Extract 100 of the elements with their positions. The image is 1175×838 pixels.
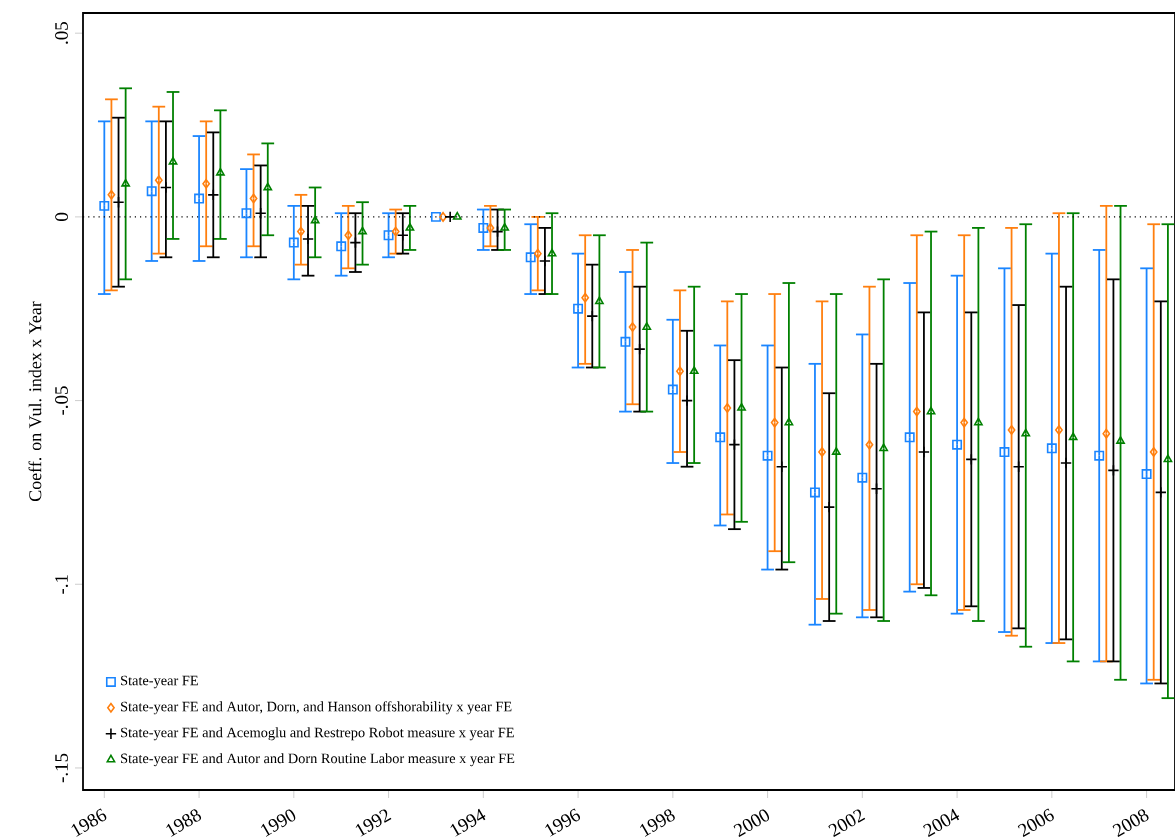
point	[1007, 424, 1016, 435]
point	[818, 447, 826, 457]
point	[1141, 469, 1152, 480]
point	[500, 222, 510, 231]
point	[879, 443, 889, 452]
point	[904, 432, 915, 443]
x-tick-label: 2002	[828, 809, 866, 838]
point	[642, 322, 652, 330]
point	[491, 225, 504, 238]
point	[215, 167, 225, 176]
x-tick-label: 1986	[71, 808, 107, 837]
x-tick-label: 1988	[166, 809, 202, 837]
point	[288, 237, 299, 248]
point	[1102, 428, 1111, 439]
point	[723, 402, 732, 413]
point	[112, 196, 125, 209]
point	[633, 343, 646, 356]
point	[344, 230, 353, 241]
point	[444, 210, 457, 223]
point	[547, 248, 557, 257]
point	[573, 303, 584, 314]
y-tick-label: -.1	[55, 575, 68, 594]
y-tick-label: -.15	[55, 753, 68, 783]
point	[917, 446, 930, 458]
point	[478, 222, 489, 233]
point	[202, 178, 211, 189]
point	[391, 226, 400, 237]
point	[1021, 428, 1031, 437]
point	[620, 336, 631, 347]
y-tick-label: .05	[55, 22, 68, 44]
x-tick-label: 2000	[733, 809, 770, 838]
point	[1107, 464, 1120, 477]
x-tick-label: 2004	[923, 808, 960, 838]
point	[452, 211, 462, 220]
point	[194, 193, 205, 204]
point	[249, 193, 258, 204]
point	[533, 248, 542, 259]
point	[1163, 454, 1173, 463]
point	[689, 366, 699, 375]
point	[154, 175, 163, 186]
x-tick-label: 2008	[1112, 809, 1149, 838]
point	[1149, 447, 1158, 457]
y-axis-title: Coeff. on Vul. index x Year	[28, 301, 42, 501]
point	[809, 487, 820, 498]
point	[241, 208, 252, 219]
point	[396, 229, 409, 242]
point	[168, 156, 178, 165]
point	[1154, 486, 1167, 499]
legend-label: State-year FE	[121, 675, 198, 689]
point	[430, 211, 441, 222]
point	[770, 417, 779, 428]
x-tick-label: 1994	[450, 808, 486, 837]
point	[1055, 424, 1063, 435]
point	[405, 222, 415, 231]
point	[857, 472, 868, 483]
point	[594, 296, 604, 305]
point	[586, 310, 599, 323]
point	[296, 226, 305, 237]
legend-label: State-year FE and Autor and Dorn Routine Labor measure x year FE	[121, 753, 515, 767]
point	[1116, 436, 1125, 444]
point	[207, 188, 220, 201]
point	[1060, 457, 1073, 470]
point	[737, 402, 746, 411]
point	[1094, 450, 1105, 461]
x-tick-label: 1990	[261, 809, 296, 837]
point	[310, 215, 320, 224]
point	[107, 189, 116, 200]
x-tick-label: 1998	[640, 809, 675, 837]
point	[870, 482, 883, 495]
point	[831, 447, 841, 455]
point	[358, 226, 367, 235]
point	[676, 366, 684, 377]
point	[999, 447, 1010, 457]
point	[728, 438, 741, 451]
x-tick-label: 2006	[1017, 808, 1054, 838]
point	[336, 241, 347, 252]
point	[383, 230, 394, 241]
point	[762, 450, 773, 461]
legend-label: State-year FE and Acemoglu and Restrepo Robot measure x year FE	[121, 727, 514, 741]
point	[784, 417, 794, 426]
legend-label: State-year FE and Autor, Dorn, and Hanson offshorability x year FE	[121, 701, 512, 715]
point	[912, 406, 921, 417]
point	[302, 232, 315, 245]
point	[121, 178, 131, 187]
point	[823, 501, 836, 514]
y-tick-label: 0	[55, 212, 68, 221]
y-tick-label: -.05	[55, 386, 68, 415]
point	[486, 222, 495, 233]
point	[525, 252, 536, 263]
point	[965, 453, 978, 466]
x-tick-label: 1992	[355, 809, 392, 837]
point	[681, 394, 694, 407]
point	[1046, 443, 1057, 454]
point	[865, 439, 874, 450]
point	[926, 406, 936, 415]
point	[952, 439, 963, 450]
x-tick-label: 1996	[545, 808, 581, 837]
point	[581, 292, 590, 303]
point	[628, 322, 637, 333]
point	[439, 211, 447, 222]
